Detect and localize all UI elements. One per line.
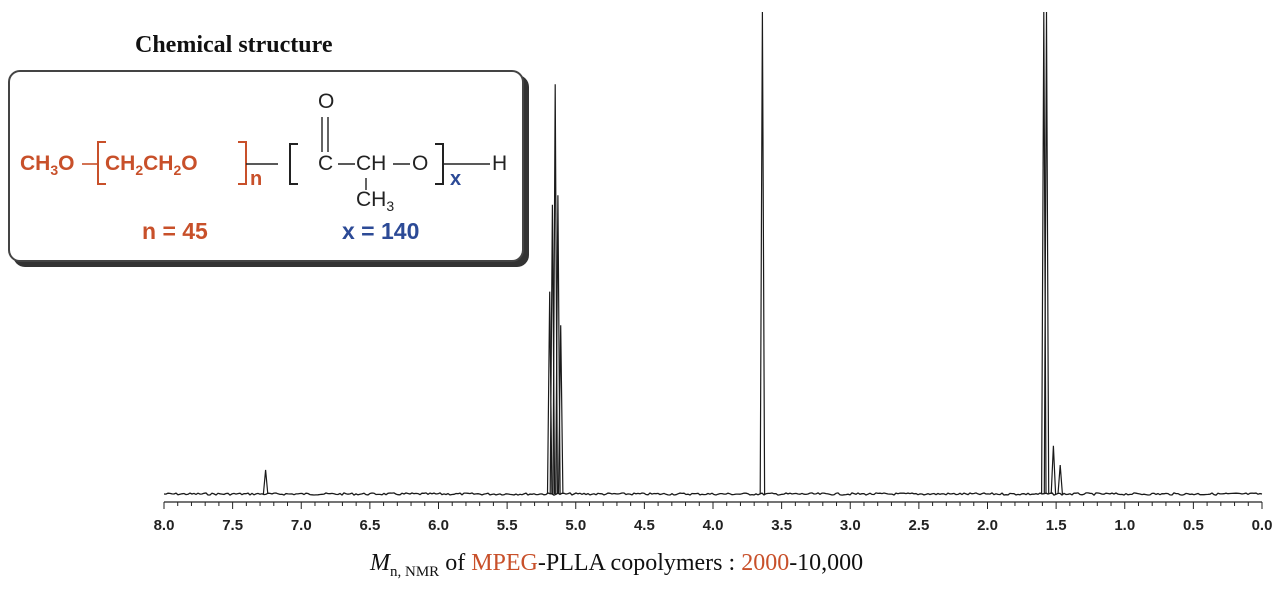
ester-oxygen: O [412, 152, 429, 175]
carbonyl-carbon: C [318, 152, 334, 175]
caption: Mn, NMR of MPEG-PLLA copolymers : 2000-1… [370, 550, 864, 580]
x-tick-label: 4.0 [703, 517, 724, 534]
x-tick-label: 3.0 [840, 517, 861, 534]
terminal-h: H [492, 152, 508, 175]
spectrum-peak [1057, 465, 1063, 495]
x-tick-label: 4.5 [634, 517, 655, 534]
x-tick-label: 2.5 [908, 517, 929, 534]
x-tick-label: 1.5 [1046, 517, 1067, 534]
formula-bonds [82, 117, 490, 190]
carbonyl-oxygen: O [318, 90, 335, 113]
x-tick-label: 8.0 [154, 517, 175, 534]
spectrum-peak [557, 325, 564, 495]
spectrum-peak [1050, 445, 1057, 495]
spectrum-peak [1043, 11, 1050, 495]
x-tick-label: 7.5 [222, 517, 243, 534]
x-tick-label: 0.5 [1183, 517, 1204, 534]
x-tick-label: 5.0 [565, 517, 586, 534]
methyl-group: CH3 [356, 188, 395, 214]
spectrum-peak [759, 11, 766, 495]
peaks [262, 11, 1063, 495]
n-value: n = 45 [142, 218, 208, 244]
x-tick-label: 0.0 [1252, 517, 1273, 534]
x-tick-label: 1.0 [1114, 517, 1135, 534]
structure-title: Chemical structure [135, 32, 333, 58]
x-value: x = 140 [342, 218, 420, 244]
peg-end-group: CH3O [20, 152, 75, 178]
x-tick-label: 3.5 [771, 517, 792, 534]
x-tick-label: 5.5 [497, 517, 518, 534]
methine: CH [356, 152, 387, 175]
x-tick-label: 6.5 [359, 517, 380, 534]
spectrum-peak [262, 469, 269, 495]
x-tick-label: 2.0 [977, 517, 998, 534]
spectrum-trace [163, 492, 1263, 496]
pla-x-subscript: x [450, 168, 462, 190]
x-tick-label: 7.0 [291, 517, 312, 534]
peg-n-subscript: n [250, 168, 263, 190]
structure-box: CH3O CH2CH2O n O C CH O x H CH3 n = 45 x… [8, 70, 524, 262]
x-axis: 8.0 7.5 7.0 6.5 6.0 5.5 5.0 4.5 4.0 3.5 3.0 2.5 2.0 1… [154, 501, 1273, 534]
peg-repeat-unit: CH2CH2O [105, 152, 198, 178]
x-tick-label: 6.0 [428, 517, 449, 534]
